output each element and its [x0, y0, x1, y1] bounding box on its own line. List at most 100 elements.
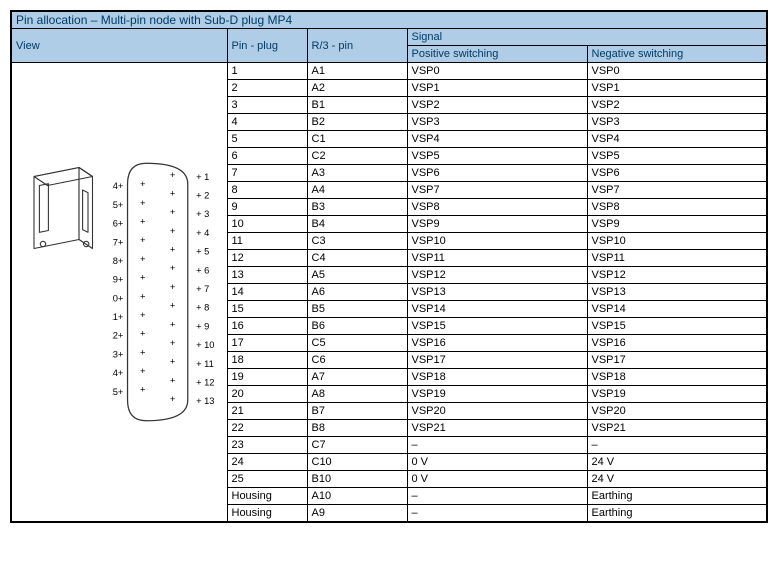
r3-pin-cell: A5 — [307, 267, 407, 284]
svg-text:+: + — [170, 319, 175, 329]
positive-switching-cell: VSP19 — [407, 386, 587, 403]
col-positive-switching: Positive switching — [407, 46, 587, 63]
svg-text:21+: 21+ — [112, 312, 123, 322]
positive-switching-cell: VSP12 — [407, 267, 587, 284]
connector-icon: ++ 1++ 2++ 3++ 4++ 5++ 6++ 7++ 8++ 9++ 1… — [112, 157, 222, 427]
r3-pin-cell: C6 — [307, 352, 407, 369]
positive-switching-cell: VSP14 — [407, 301, 587, 318]
svg-text:+: + — [170, 188, 175, 198]
svg-text:+: + — [140, 366, 145, 376]
positive-switching-cell: VSP6 — [407, 165, 587, 182]
positive-switching-cell: – — [407, 437, 587, 454]
negative-switching-cell: Earthing — [587, 488, 767, 505]
r3-pin-cell: B4 — [307, 216, 407, 233]
pin-plug-cell: 23 — [227, 437, 307, 454]
positive-switching-cell: – — [407, 505, 587, 523]
svg-text:+: + — [140, 273, 145, 283]
pin-plug-cell: 10 — [227, 216, 307, 233]
r3-pin-cell: B6 — [307, 318, 407, 335]
r3-pin-cell: A4 — [307, 182, 407, 199]
r3-pin-cell: A7 — [307, 369, 407, 386]
negative-switching-cell: VSP18 — [587, 369, 767, 386]
col-signal: Signal — [407, 29, 767, 46]
col-view: View — [11, 29, 227, 63]
svg-text:+ 12: + 12 — [196, 377, 214, 387]
r3-pin-cell: A6 — [307, 284, 407, 301]
svg-text:+: + — [140, 254, 145, 264]
pin-plug-cell: 4 — [227, 114, 307, 131]
svg-text:19+: 19+ — [112, 275, 123, 285]
positive-switching-cell: VSP20 — [407, 403, 587, 420]
r3-pin-cell: C5 — [307, 335, 407, 352]
pin-allocation-table: Pin allocation – Multi-pin node with Sub… — [10, 10, 768, 523]
negative-switching-cell: VSP6 — [587, 165, 767, 182]
r3-pin-cell: C7 — [307, 437, 407, 454]
pin-plug-cell: 18 — [227, 352, 307, 369]
positive-switching-cell: VSP7 — [407, 182, 587, 199]
negative-switching-cell: VSP20 — [587, 403, 767, 420]
svg-text:+: + — [170, 245, 175, 255]
r3-pin-cell: C2 — [307, 148, 407, 165]
svg-text:+: + — [170, 375, 175, 385]
r3-pin-cell: B10 — [307, 471, 407, 488]
negative-switching-cell: VSP17 — [587, 352, 767, 369]
svg-text:+: + — [170, 301, 175, 311]
positive-switching-cell: 0 V — [407, 454, 587, 471]
col-pin-plug: Pin - plug — [227, 29, 307, 63]
svg-text:+: + — [170, 226, 175, 236]
svg-text:+ 3: + 3 — [196, 209, 209, 219]
positive-switching-cell: VSP16 — [407, 335, 587, 352]
negative-switching-cell: VSP5 — [587, 148, 767, 165]
pin-plug-cell: 15 — [227, 301, 307, 318]
svg-text:+ 8: + 8 — [196, 303, 209, 313]
r3-pin-cell: C1 — [307, 131, 407, 148]
document-page: Pin allocation – Multi-pin node with Sub… — [0, 0, 778, 561]
negative-switching-cell: VSP9 — [587, 216, 767, 233]
view-diagram: ++ 1++ 2++ 3++ 4++ 5++ 6++ 7++ 8++ 9++ 1… — [16, 157, 223, 427]
r3-pin-cell: B1 — [307, 97, 407, 114]
svg-text:20+: 20+ — [112, 293, 123, 303]
svg-text:+ 5: + 5 — [196, 247, 209, 257]
pin-plug-cell: 20 — [227, 386, 307, 403]
negative-switching-cell: VSP1 — [587, 80, 767, 97]
svg-text:+ 6: + 6 — [196, 265, 209, 275]
svg-text:18+: 18+ — [112, 256, 123, 266]
negative-switching-cell: VSP19 — [587, 386, 767, 403]
svg-text:+: + — [140, 235, 145, 245]
svg-text:16+: 16+ — [112, 219, 123, 229]
title-row: Pin allocation – Multi-pin node with Sub… — [11, 11, 767, 29]
svg-text:23+: 23+ — [112, 349, 123, 359]
table-body: ++ 1++ 2++ 3++ 4++ 5++ 6++ 7++ 8++ 9++ 1… — [11, 63, 767, 523]
svg-text:+ 2: + 2 — [196, 191, 209, 201]
pin-plug-cell: 11 — [227, 233, 307, 250]
pin-plug-cell: 21 — [227, 403, 307, 420]
pin-plug-cell: 6 — [227, 148, 307, 165]
svg-text:+: + — [140, 310, 145, 320]
col-r3-pin: R/3 - pin — [307, 29, 407, 63]
svg-text:+ 4: + 4 — [196, 228, 209, 238]
svg-text:22+: 22+ — [112, 331, 123, 341]
pin-plug-cell: 17 — [227, 335, 307, 352]
negative-switching-cell: VSP3 — [587, 114, 767, 131]
pin-plug-cell: 25 — [227, 471, 307, 488]
module-icon — [16, 157, 106, 277]
pin-plug-cell: 1 — [227, 63, 307, 80]
pin-plug-cell: Housing — [227, 488, 307, 505]
r3-pin-cell: A9 — [307, 505, 407, 523]
pin-plug-cell: 19 — [227, 369, 307, 386]
svg-text:+: + — [140, 385, 145, 395]
negative-switching-cell: VSP15 — [587, 318, 767, 335]
negative-switching-cell: VSP13 — [587, 284, 767, 301]
pin-plug-cell: 2 — [227, 80, 307, 97]
svg-text:+ 13: + 13 — [196, 396, 214, 406]
negative-switching-cell: VSP14 — [587, 301, 767, 318]
negative-switching-cell: VSP10 — [587, 233, 767, 250]
pin-plug-cell: 3 — [227, 97, 307, 114]
svg-text:+ 7: + 7 — [196, 284, 209, 294]
r3-pin-cell: B5 — [307, 301, 407, 318]
positive-switching-cell: VSP0 — [407, 63, 587, 80]
negative-switching-cell: VSP16 — [587, 335, 767, 352]
r3-pin-cell: B8 — [307, 420, 407, 437]
pin-plug-cell: 8 — [227, 182, 307, 199]
svg-text:14+: 14+ — [112, 181, 123, 191]
